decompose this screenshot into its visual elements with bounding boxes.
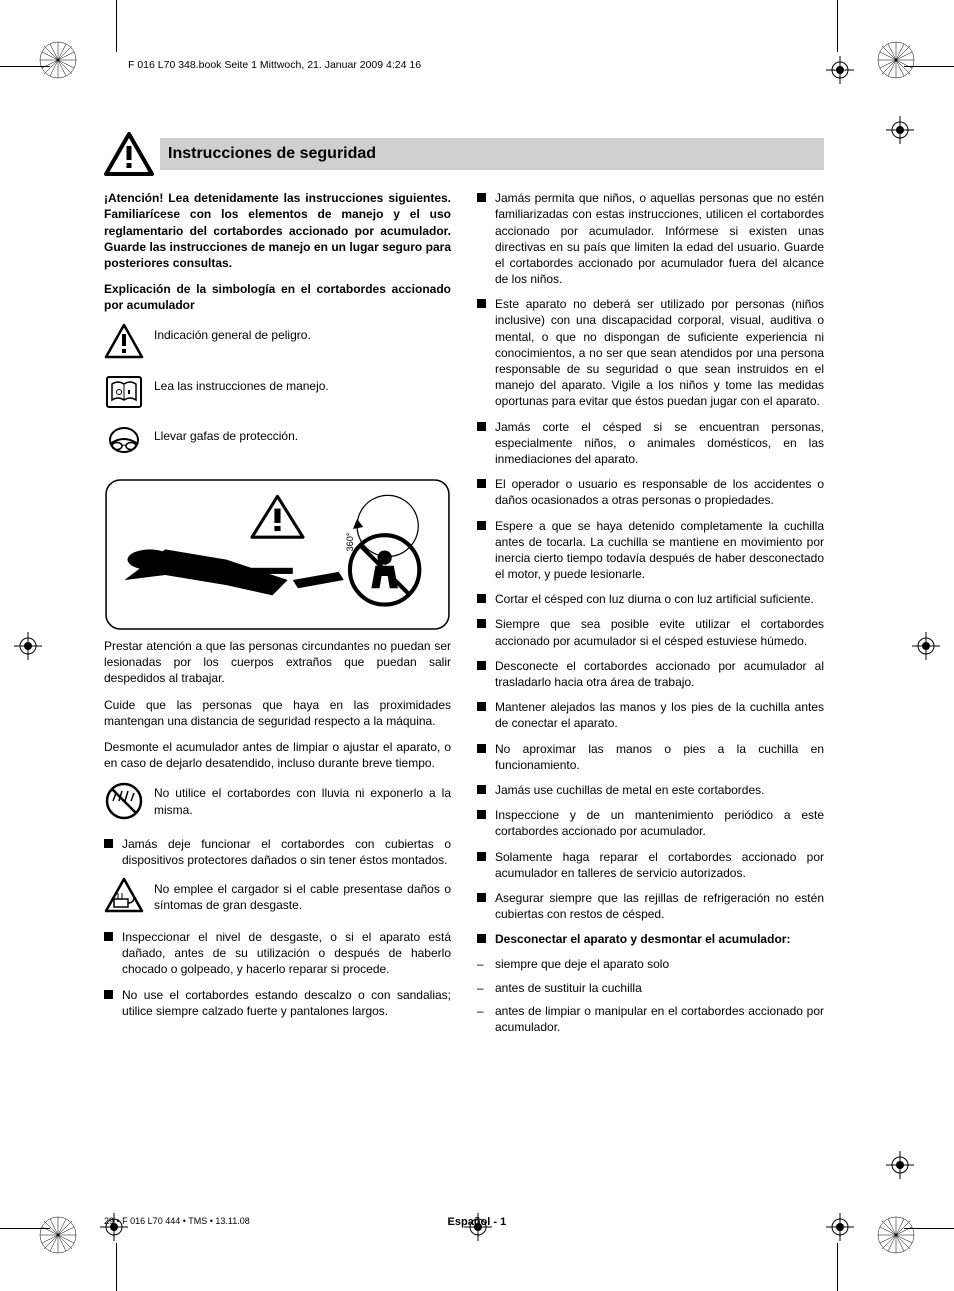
registration-mark-icon [876, 1215, 916, 1255]
section-title: Instrucciones de seguridad [160, 138, 824, 170]
registration-mark-icon [38, 40, 78, 80]
body-text: Desmonte el acumulador antes de limpiar … [104, 739, 451, 771]
bullet-item: Solamente haga reparar el cortabordes ac… [477, 849, 824, 881]
bullet-item: Jamás use cuchillas de metal en este cor… [477, 782, 824, 798]
bullet-item: El operador o usuario es responsable de … [477, 476, 824, 508]
danger-icon [104, 323, 144, 363]
dash-item: antes de sustituir la cuchilla [477, 980, 824, 996]
registration-mark-icon [876, 40, 916, 80]
bullet-item: No aproximar las manos o pies a la cuchi… [477, 741, 824, 773]
dash-item: siempre que deje el aparato solo [477, 956, 824, 972]
section-title-row: Instrucciones de seguridad [104, 132, 824, 176]
warning-triangle-icon [104, 132, 154, 176]
bullet-item: Desconecte el cortabordes accionado por … [477, 658, 824, 690]
bullet-item: Jamás corte el césped si se encuentran p… [477, 419, 824, 468]
bullet-item-bold: Desconectar el aparato y desmontar el ac… [477, 931, 824, 947]
crosshair-icon [14, 632, 42, 660]
bullet-item: Este aparato no deberá ser utilizado por… [477, 296, 824, 409]
trimmer-illustration: 360° [104, 478, 451, 628]
manual-icon [104, 374, 144, 414]
bullet-item: Jamás permita que niños, o aquellas pers… [477, 190, 824, 287]
crosshair-icon [826, 1213, 854, 1241]
crosshair-icon [886, 1151, 914, 1179]
crosshair-icon [886, 116, 914, 144]
intro-text: ¡Atención! Lea detenidamente las instruc… [104, 190, 451, 271]
bullet-item: Asegurar siempre que las rejillas de ref… [477, 890, 824, 922]
page-header: F 016 L70 348.book Seite 1 Mittwoch, 21.… [128, 58, 824, 72]
body-text: Cuide que las personas que haya en las p… [104, 697, 451, 729]
bullet-item: No use el cortabordes estando descalzo o… [104, 987, 451, 1019]
right-column: Jamás permita que niños, o aquellas pers… [477, 190, 824, 1042]
svg-text:360°: 360° [345, 532, 355, 551]
crosshair-icon [912, 632, 940, 660]
bullet-item: Siempre que sea posible evite utilizar e… [477, 616, 824, 648]
page-footer: 29 • F 016 L70 444 • TMS • 13.11.08 Espa… [104, 1215, 824, 1230]
bullet-item: Espere a que se haya detenido completame… [477, 518, 824, 583]
goggles-icon [104, 424, 144, 468]
body-text: Prestar atención a que las personas circ… [104, 638, 451, 687]
subheading: Explicación de la simbología en el corta… [104, 281, 451, 313]
bullet-item: Inspeccione y de un mantenimiento periód… [477, 807, 824, 839]
no-rain-icon [104, 781, 144, 825]
dash-item: antes de limpiar o manipular en el corta… [477, 1003, 824, 1035]
bullet-item: Cortar el césped con luz diurna o con lu… [477, 591, 824, 607]
manual-text: Lea las instrucciones de manejo. [154, 374, 451, 394]
bullet-item: Mantener alejados las manos y los pies d… [477, 699, 824, 731]
left-column: ¡Atención! Lea detenidamente las instruc… [104, 190, 451, 1042]
no-rain-text: No utilice el cortabordes con lluvia ni … [154, 781, 451, 817]
goggles-text: Llevar gafas de protección. [154, 424, 451, 444]
bullet-item: Jamás deje funcionar el cortabordes con … [104, 836, 451, 868]
bullet-item: Inspeccionar el nivel de desgaste, o si … [104, 929, 451, 978]
footer-center: Español - 1 [448, 1215, 507, 1230]
charger-warning-text: No emplee el cargador si el cable presen… [154, 877, 451, 913]
crosshair-icon [826, 56, 854, 84]
charger-warning-icon [104, 877, 144, 919]
danger-text: Indicación general de peligro. [154, 323, 451, 343]
registration-mark-icon [38, 1215, 78, 1255]
footer-left: 29 • F 016 L70 444 • TMS • 13.11.08 [104, 1215, 250, 1230]
